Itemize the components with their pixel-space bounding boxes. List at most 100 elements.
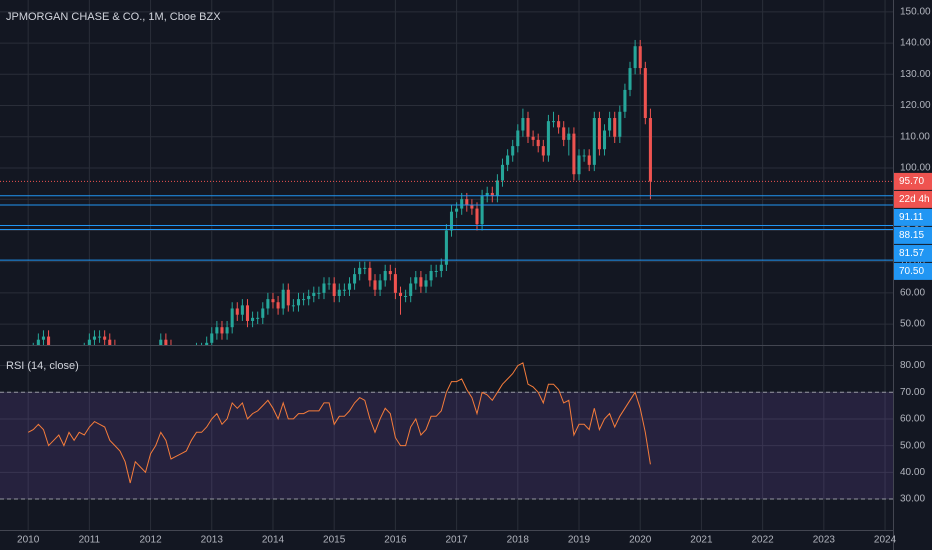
y-tick-label: 110.00 bbox=[900, 131, 930, 142]
y-tick-label: 150.00 bbox=[900, 7, 931, 18]
candle-body bbox=[582, 155, 586, 157]
candle-body bbox=[643, 68, 647, 119]
candle-body bbox=[215, 327, 219, 334]
candle-body bbox=[353, 274, 357, 284]
candle-body bbox=[291, 305, 295, 307]
candle-body bbox=[460, 199, 464, 209]
candle-body bbox=[312, 292, 316, 296]
y-tick-label: 120.00 bbox=[900, 100, 931, 111]
candle-body bbox=[414, 277, 418, 284]
candle-body bbox=[108, 339, 112, 345]
candle-body bbox=[470, 205, 474, 209]
countdown-label: 22d 4h bbox=[899, 194, 930, 205]
chart-title: JPMORGAN CHASE & CO., 1M, Cboe BZX bbox=[6, 11, 221, 23]
candle-body bbox=[557, 121, 561, 128]
y-tick-label: 130.00 bbox=[900, 69, 931, 80]
levels bbox=[0, 180, 893, 261]
x-tick-label: 2015 bbox=[323, 535, 346, 546]
x-tick-label: 2020 bbox=[629, 535, 652, 546]
candle-body bbox=[388, 271, 392, 275]
rsi-tick-label: 70.00 bbox=[900, 387, 925, 398]
rsi-title: RSI (14, close) bbox=[6, 360, 79, 372]
axes: 2010 2011 2012 2013 2014 2015 2016 2017 2018 2019… bbox=[17, 7, 932, 546]
candle-body bbox=[587, 155, 591, 165]
candle-body bbox=[271, 299, 275, 303]
candle-body bbox=[322, 283, 326, 293]
candle-body bbox=[36, 339, 40, 345]
candle-body bbox=[47, 336, 51, 345]
candle-body bbox=[393, 274, 397, 293]
rsi-band bbox=[0, 392, 893, 500]
candle-body bbox=[286, 289, 290, 306]
candle-body bbox=[551, 121, 556, 123]
candle-body bbox=[526, 118, 530, 137]
last-price-label-box bbox=[894, 172, 932, 190]
candle-body bbox=[623, 89, 627, 112]
candle-body bbox=[516, 130, 520, 147]
x-tick-label: 2023 bbox=[813, 535, 836, 546]
candle-body bbox=[546, 121, 550, 156]
candle-body bbox=[230, 308, 234, 328]
candle-body bbox=[332, 283, 336, 296]
candle-body bbox=[41, 336, 45, 340]
x-tick-label: 2014 bbox=[262, 535, 285, 546]
x-tick-label: 2018 bbox=[507, 535, 530, 546]
x-tick-label: 2010 bbox=[17, 535, 40, 546]
x-tick-label: 2017 bbox=[445, 535, 468, 546]
candle-body bbox=[541, 146, 545, 156]
x-tick-label: 2012 bbox=[139, 535, 162, 546]
candle-body bbox=[276, 302, 280, 309]
candle-body bbox=[409, 283, 413, 296]
candle-body bbox=[618, 111, 622, 137]
candle-body bbox=[240, 305, 244, 315]
candle-body bbox=[159, 339, 163, 345]
candle-body bbox=[404, 295, 408, 297]
candle-body bbox=[572, 133, 576, 175]
x-tick-label: 2024 bbox=[874, 535, 897, 546]
candle-body bbox=[536, 139, 540, 147]
candle-body bbox=[164, 339, 168, 345]
x-tick-label: 2016 bbox=[384, 535, 407, 546]
candle-body bbox=[521, 118, 525, 131]
candle-body bbox=[373, 280, 377, 290]
candle-body bbox=[266, 299, 270, 309]
candle-body bbox=[378, 280, 382, 290]
level-label: 88.15 bbox=[899, 230, 924, 241]
candle-body bbox=[511, 146, 515, 156]
countdown-label-box bbox=[894, 190, 932, 208]
rsi-tick-label: 40.00 bbox=[900, 467, 925, 478]
candle-body bbox=[628, 68, 632, 90]
candle-body bbox=[251, 317, 255, 321]
level-label-box bbox=[894, 226, 932, 244]
candle-body bbox=[613, 118, 617, 137]
candle-body bbox=[490, 192, 494, 197]
candle-body bbox=[449, 211, 454, 231]
candle-body bbox=[358, 267, 362, 275]
y-tick-label: 50.00 bbox=[900, 319, 925, 330]
candle-body bbox=[480, 196, 484, 225]
candle-body bbox=[92, 336, 96, 340]
candle-body bbox=[317, 292, 321, 294]
level-label: 70.50 bbox=[899, 266, 924, 277]
x-tick-label: 2021 bbox=[690, 535, 713, 546]
candle-body bbox=[434, 271, 438, 273]
candle-body bbox=[363, 267, 367, 269]
candle-body bbox=[398, 292, 403, 296]
candle-body bbox=[368, 267, 372, 281]
level-label-box bbox=[894, 208, 932, 226]
candle-body bbox=[495, 180, 499, 197]
candle-body bbox=[103, 336, 107, 340]
candle-body bbox=[210, 333, 214, 343]
candle-body bbox=[261, 308, 265, 318]
y-tick-label: 60.00 bbox=[900, 288, 925, 299]
candle-body bbox=[577, 155, 581, 175]
x-tick-label: 2013 bbox=[201, 535, 224, 546]
candle-body bbox=[281, 289, 285, 309]
candle-body bbox=[455, 208, 459, 212]
candle-body bbox=[562, 127, 566, 140]
candle-body bbox=[602, 130, 607, 150]
level-label-box bbox=[894, 262, 932, 280]
x-tick-label: 2011 bbox=[79, 535, 101, 546]
